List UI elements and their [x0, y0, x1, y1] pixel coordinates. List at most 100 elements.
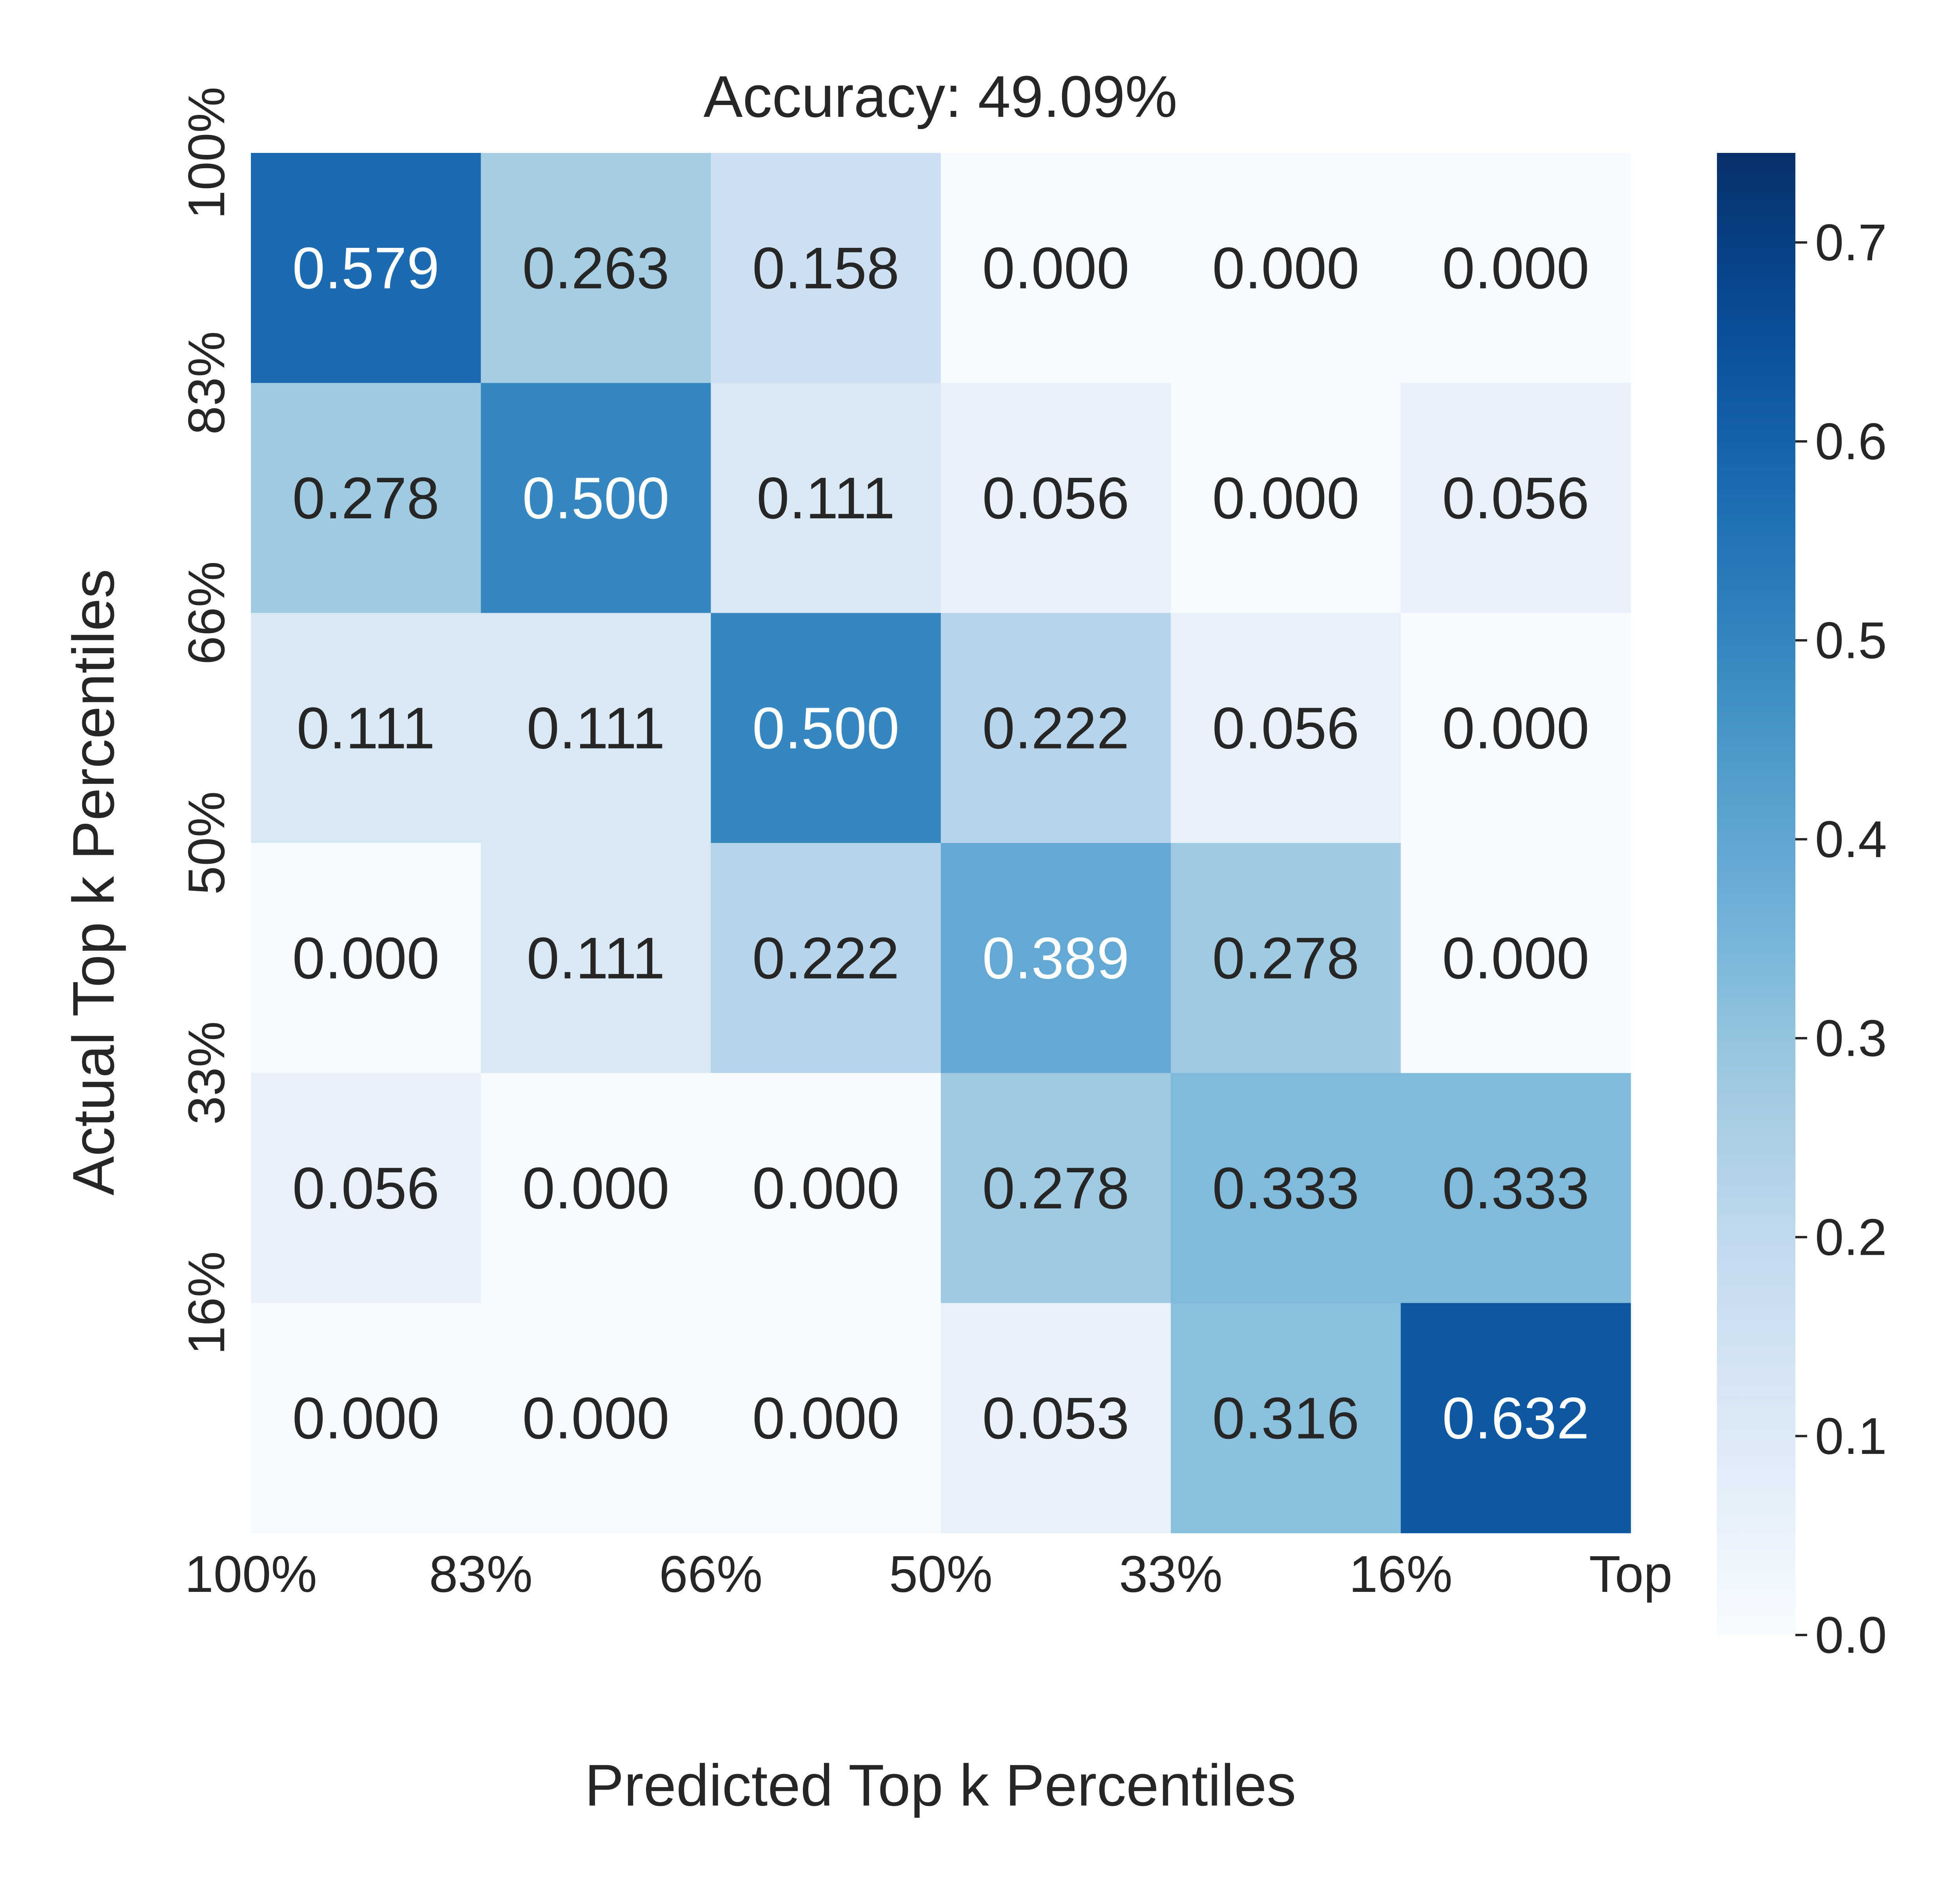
x-tick-label-6: Top [1589, 1545, 1673, 1603]
heatmap-cell-r2-c3 [941, 613, 1171, 843]
cell-value-r2-c4: 0.056 [1212, 695, 1359, 761]
heatmap-cell-r5-c5 [1401, 1303, 1631, 1533]
x-tick-label-5: 16% [1349, 1545, 1452, 1603]
cell-value-r5-c1: 0.000 [522, 1385, 669, 1451]
colorbar-tick-label-7: 0.7 [1815, 214, 1887, 271]
cell-value-r3-c4: 0.278 [1212, 925, 1359, 991]
heatmap-cell-r3-c2 [711, 843, 941, 1074]
heatmap-cell-r0-c4 [1171, 153, 1401, 383]
y-tick-label-4: 33% [178, 1021, 235, 1125]
heatmap-cell-r4-c3 [941, 1073, 1171, 1303]
y-tick-label-5: 16% [178, 1251, 235, 1355]
heatmap-cell-r4-c1 [481, 1073, 711, 1303]
cell-value-r4-c2: 0.000 [752, 1155, 899, 1221]
heatmap-cell-r2-c5 [1401, 613, 1631, 843]
heatmap-cell-r4-c2 [711, 1073, 941, 1303]
cell-value-r1-c4: 0.000 [1212, 465, 1359, 531]
cell-value-r1-c2: 0.111 [757, 465, 895, 531]
cell-value-r2-c3: 0.222 [982, 695, 1129, 761]
x-tick-label-0: 100% [185, 1545, 317, 1603]
cell-value-r5-c5: 0.632 [1442, 1385, 1589, 1451]
heatmap-cell-r2-c1 [481, 613, 711, 843]
cell-value-r5-c2: 0.000 [752, 1385, 899, 1451]
cell-value-r0-c5: 0.000 [1442, 235, 1589, 301]
heatmap-cell-r0-c0 [251, 153, 481, 383]
cell-value-r3-c3: 0.389 [982, 925, 1129, 991]
cell-value-r2-c2: 0.500 [752, 695, 899, 761]
cell-value-r5-c0: 0.000 [292, 1385, 439, 1451]
x-axis-label: Predicted Top k Percentiles [585, 1752, 1296, 1818]
heatmap-cell-r0-c3 [941, 153, 1171, 383]
heatmap-cell-r4-c5 [1401, 1073, 1631, 1303]
cell-value-r0-c3: 0.000 [982, 235, 1129, 301]
cell-value-r5-c3: 0.053 [982, 1385, 1129, 1451]
x-tick-label-2: 66% [659, 1545, 762, 1603]
cell-value-r0-c2: 0.158 [752, 235, 899, 301]
y-tick-label-2: 66% [178, 561, 235, 665]
cell-value-r0-c1: 0.263 [522, 235, 669, 301]
cell-value-r4-c1: 0.000 [522, 1155, 669, 1221]
cell-value-r0-c0: 0.579 [292, 235, 439, 301]
colorbar [1717, 153, 1795, 1635]
y-tick-label-0: 100% [178, 87, 235, 219]
heatmap-cell-r1-c2 [711, 383, 941, 613]
heatmap-cell-r4-c4 [1171, 1073, 1401, 1303]
heatmap-cells [251, 153, 1631, 1533]
heatmap-cell-r1-c5 [1401, 383, 1631, 613]
y-tick-label-3: 50% [178, 791, 235, 895]
cell-value-r4-c4: 0.333 [1212, 1155, 1359, 1221]
cell-value-r4-c3: 0.278 [982, 1155, 1129, 1221]
cell-value-r3-c0: 0.000 [292, 925, 439, 991]
chart-title: Accuracy: 49.09% [704, 64, 1178, 129]
heatmap-cell-r5-c0 [251, 1303, 481, 1533]
cell-value-r0-c4: 0.000 [1212, 235, 1359, 301]
heatmap-cell-r2-c2 [711, 613, 941, 843]
heatmap-cell-r3-c4 [1171, 843, 1401, 1074]
heatmap-cell-r3-c5 [1401, 843, 1631, 1074]
cell-value-r1-c0: 0.278 [292, 465, 439, 531]
cell-value-r1-c3: 0.056 [982, 465, 1129, 531]
cell-value-r4-c0: 0.056 [292, 1155, 439, 1221]
y-tick-label-1: 83% [178, 331, 235, 435]
heatmap-cell-r5-c1 [481, 1303, 711, 1533]
heatmap-cell-r5-c2 [711, 1303, 941, 1533]
cell-value-r1-c1: 0.500 [522, 465, 669, 531]
heatmap-cell-r4-c0 [251, 1073, 481, 1303]
heatmap-cell-r1-c3 [941, 383, 1171, 613]
heatmap-cell-r3-c3 [941, 843, 1171, 1074]
colorbar-tick-label-6: 0.6 [1815, 412, 1887, 470]
heatmap-cell-r2-c4 [1171, 613, 1401, 843]
heatmap-cell-r1-c4 [1171, 383, 1401, 613]
cell-value-r3-c2: 0.222 [752, 925, 899, 991]
cell-value-r2-c1: 0.111 [526, 695, 665, 761]
colorbar-tick-label-2: 0.2 [1815, 1208, 1887, 1266]
heatmap-cell-r1-c1 [481, 383, 711, 613]
colorbar-ticks: 0.0 0.1 0.2 0.3 0.4 0.5 0.6 0.7 [1795, 214, 1887, 1664]
x-tick-label-3: 50% [889, 1545, 993, 1603]
heatmap-cell-labels: 0.579 0.263 0.158 0.000 0.000 0.000 0.278 0.500… [292, 235, 1590, 1451]
colorbar-tick-label-3: 0.3 [1815, 1009, 1887, 1067]
colorbar-tick-label-5: 0.5 [1815, 612, 1887, 669]
cell-value-r2-c0: 0.111 [297, 695, 435, 761]
cell-value-r3-c5: 0.000 [1442, 925, 1589, 991]
x-tick-labels: 100% 83% 66% 50% 33% 16% Top [185, 1545, 1672, 1603]
y-tick-labels: 100% 83% 66% 50% 33% 16% [178, 87, 235, 1355]
x-tick-label-1: 83% [429, 1545, 533, 1603]
heatmap-cell-r3-c1 [481, 843, 711, 1074]
heatmap-cell-r3-c0 [251, 843, 481, 1074]
heatmap-cell-r0-c5 [1401, 153, 1631, 383]
colorbar-tick-label-1: 0.1 [1815, 1407, 1887, 1465]
heatmap-cell-r5-c3 [941, 1303, 1171, 1533]
heatmap-cell-r0-c1 [481, 153, 711, 383]
x-tick-label-4: 33% [1119, 1545, 1223, 1603]
y-axis-label: Actual Top k Percentiles [60, 569, 126, 1195]
cell-value-r2-c5: 0.000 [1442, 695, 1589, 761]
cell-value-r4-c5: 0.333 [1442, 1155, 1589, 1221]
heatmap-cell-r2-c0 [251, 613, 481, 843]
heatmap-cell-r5-c4 [1171, 1303, 1401, 1533]
colorbar-tick-label-0: 0.0 [1815, 1606, 1887, 1664]
heatmap-cell-r1-c0 [251, 383, 481, 613]
cell-value-r5-c4: 0.316 [1212, 1385, 1359, 1451]
heatmap-cell-r0-c2 [711, 153, 941, 383]
